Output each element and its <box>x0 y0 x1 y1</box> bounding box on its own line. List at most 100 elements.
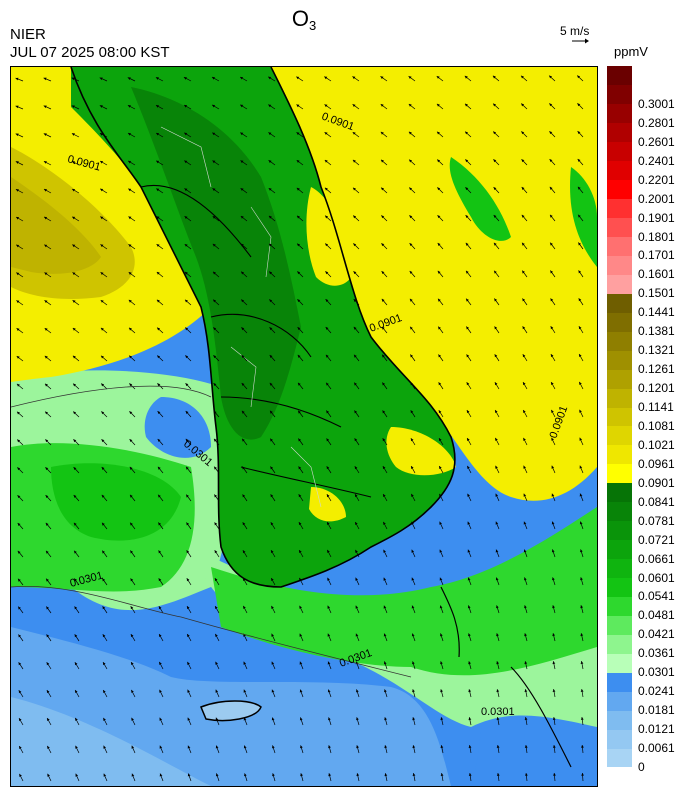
wind-arrowhead-icon <box>412 689 415 693</box>
wind-arrowhead-icon <box>324 187 328 191</box>
wind-arrowhead-icon <box>74 550 77 554</box>
wind-arrowhead-icon <box>495 577 499 581</box>
wind-arrowhead-icon <box>131 773 135 777</box>
wind-arrowhead-icon <box>242 522 246 526</box>
wind-arrowhead-icon <box>212 160 216 164</box>
wind-arrowhead-icon <box>326 494 330 498</box>
wind-arrowhead-icon <box>326 466 330 470</box>
colorbar <box>607 66 632 768</box>
green-west-core <box>51 463 181 541</box>
wind-arrowhead-icon <box>19 718 22 722</box>
wind-arrowhead-icon <box>437 187 441 191</box>
wind-arrowhead-icon <box>43 77 47 81</box>
colorbar-segment <box>607 710 632 730</box>
wind-arrowhead-icon <box>524 661 528 665</box>
wind-arrowhead-icon <box>269 327 273 331</box>
wind-arrowhead-icon <box>324 132 328 135</box>
wind-arrowhead-icon <box>185 327 189 331</box>
wind-arrowhead-icon <box>439 605 443 609</box>
green-south-sea <box>211 507 597 676</box>
wind-arrowhead-icon <box>18 690 22 694</box>
wind-arrowhead-icon <box>270 438 273 442</box>
wind-arrowhead-icon <box>550 298 554 302</box>
colorbar-tick-label: 0.1501 <box>638 286 675 301</box>
wind-arrowhead-icon <box>101 439 105 443</box>
wind-arrowhead-icon <box>382 438 386 442</box>
wind-arrowhead-icon <box>549 159 553 162</box>
wind-arrowhead-icon <box>467 521 471 525</box>
wind-arrowhead-icon <box>130 550 133 554</box>
wind-arrowhead-icon <box>409 159 412 163</box>
wind-arrowhead-icon <box>495 521 499 525</box>
wind-arrowhead-icon <box>549 103 553 107</box>
wind-arrowhead-icon <box>354 466 358 470</box>
wind-arrowhead-icon <box>186 522 190 526</box>
ozone-map: 0.0901 0.0901 0.0901 0.0301 0.0301 0.030… <box>10 66 598 787</box>
colorbar-segment <box>607 103 632 124</box>
wind-arrowhead-icon <box>466 326 469 330</box>
wind-arrowhead-icon <box>465 215 469 218</box>
wind-arrowhead-icon <box>242 550 246 554</box>
wind-arrowhead-icon <box>467 605 471 609</box>
wind-arrowhead-icon <box>437 243 441 246</box>
wind-arrowhead-icon <box>103 717 106 721</box>
wind-arrowhead-icon <box>100 272 104 275</box>
wind-arrowhead-icon <box>100 300 104 303</box>
sea-lighter-region <box>11 697 211 786</box>
wind-arrowhead-icon <box>410 354 413 358</box>
wind-arrowhead-icon <box>157 383 161 387</box>
wind-arrowhead-icon <box>103 662 106 666</box>
wind-arrowhead-icon <box>495 437 498 441</box>
wind-arrowhead-icon <box>408 76 412 79</box>
wind-arrowhead-icon <box>15 161 19 164</box>
wind-arrowhead-icon <box>158 578 162 582</box>
wind-arrowhead-icon <box>411 549 415 553</box>
wind-arrowhead-icon <box>157 355 161 359</box>
wind-arrowhead-icon <box>468 717 472 721</box>
wind-arrowhead-icon <box>467 577 471 581</box>
wind-arrowhead-icon <box>468 633 471 637</box>
wind-arrowhead-icon <box>354 410 358 414</box>
wind-arrowhead-icon <box>43 161 47 164</box>
wind-arrowhead-icon <box>213 271 216 275</box>
wind-arrowhead-icon <box>327 661 331 665</box>
wind-arrowhead-icon <box>184 244 188 247</box>
wind-arrowhead-icon <box>298 466 302 470</box>
wind-arrowhead-icon <box>300 745 303 749</box>
wind-arrowhead-icon <box>553 773 556 776</box>
colorbar-segment <box>607 577 632 597</box>
wind-arrowhead-icon <box>380 104 384 107</box>
colorbar-segment <box>607 122 632 143</box>
wind-arrowhead-icon <box>383 605 387 609</box>
wind-arrowhead-icon <box>156 244 160 247</box>
wind-arrowhead-icon <box>15 133 19 137</box>
colorbar-tick-label: 0.1261 <box>638 362 675 377</box>
wind-arrowhead-icon <box>157 327 160 331</box>
colorbar-segment <box>607 255 632 275</box>
wind-arrowhead-icon <box>268 215 272 219</box>
colorbar-tick-label: 0.0301 <box>638 665 675 680</box>
wind-arrowhead-icon <box>493 159 497 163</box>
wind-arrowhead-icon <box>75 773 79 777</box>
wind-arrowhead-icon <box>47 773 50 777</box>
wind-arrowhead-icon <box>438 326 441 330</box>
wind-arrowhead-icon <box>298 410 301 414</box>
wind-arrowhead-icon <box>99 105 103 108</box>
wind-arrowhead-icon <box>580 549 583 553</box>
wind-arrowhead-icon <box>325 327 329 330</box>
wind-arrowhead-icon <box>271 633 274 637</box>
wind-arrowhead-icon <box>551 549 555 553</box>
wind-arrowhead-icon <box>130 522 133 526</box>
wind-arrowhead-icon <box>74 578 77 582</box>
yellow-east-sea <box>271 67 597 501</box>
wind-arrowhead-icon <box>551 465 555 469</box>
wind-arrowhead-icon <box>159 689 162 693</box>
wind-arrowhead-icon <box>552 577 555 581</box>
wind-vector-field <box>15 75 584 782</box>
wind-arrowhead-icon <box>73 495 77 498</box>
wind-arrowhead-icon <box>440 745 444 748</box>
wind-arrowhead-icon <box>523 437 526 441</box>
wind-arrowhead-icon <box>99 133 103 136</box>
wind-arrowhead-icon <box>298 494 302 498</box>
wind-arrowhead-icon <box>17 495 21 499</box>
